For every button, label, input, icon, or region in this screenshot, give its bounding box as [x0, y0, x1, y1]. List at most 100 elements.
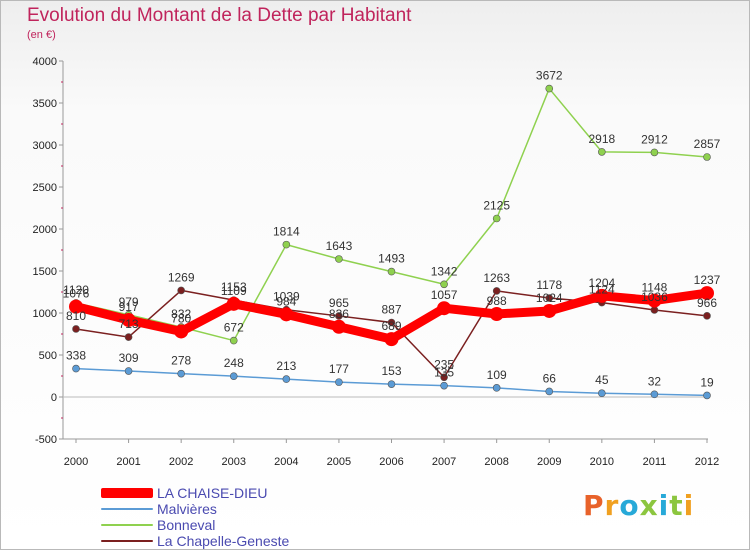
logo-letter: i	[658, 489, 670, 522]
data-point	[598, 389, 606, 398]
data-point	[335, 255, 343, 263]
data-point	[229, 372, 238, 380]
data-label: 45	[595, 373, 609, 387]
y-tick-label: 3500	[33, 98, 57, 110]
data-point	[492, 287, 501, 295]
x-tick-label: 2001	[116, 456, 140, 468]
logo-letter: r	[604, 489, 620, 522]
chart-axes: -500 0 500 1000 1500 2000 2500 3000 3500 4000 2000…	[33, 56, 720, 468]
proxiti-logo: Proxiti	[583, 489, 694, 522]
data-point	[174, 324, 189, 339]
data-point	[492, 384, 501, 392]
data-point	[387, 318, 396, 327]
data-label: 248	[224, 356, 244, 370]
y-tick-label: 2500	[33, 182, 57, 194]
data-label: 3672	[536, 69, 563, 83]
x-tick-label: 2003	[222, 456, 246, 468]
data-point	[440, 280, 448, 289]
logo-letter: P	[583, 489, 605, 522]
data-point	[177, 369, 185, 378]
data-label: 1076	[63, 287, 90, 301]
data-label: 1057	[431, 288, 458, 302]
data-point	[594, 288, 609, 303]
data-label: 832	[171, 307, 191, 321]
legend-item: Malvières	[101, 501, 289, 517]
data-point	[279, 307, 294, 322]
data-point	[489, 307, 504, 322]
data-label: 887	[381, 302, 401, 316]
data-point	[545, 294, 554, 302]
legend-swatch	[101, 488, 153, 498]
data-label: 2918	[588, 132, 615, 146]
data-label: 1204	[588, 276, 615, 290]
data-label: 1493	[378, 252, 405, 266]
data-label: 1178	[536, 278, 562, 292]
data-label: 19	[700, 375, 714, 389]
y-tick-label: 3000	[33, 140, 57, 152]
data-point	[437, 301, 452, 316]
data-point	[335, 378, 343, 386]
data-label: 1036	[641, 290, 668, 304]
data-label: 177	[329, 362, 349, 376]
data-point	[384, 332, 399, 347]
data-label: 235	[434, 357, 454, 371]
x-tick-label: 2000	[64, 456, 88, 468]
data-point	[282, 240, 291, 249]
data-label: 2125	[483, 199, 510, 213]
data-label: 1814	[273, 225, 300, 239]
data-label: 672	[224, 321, 244, 335]
data-point	[69, 299, 83, 314]
data-point	[492, 214, 501, 223]
data-label: 32	[648, 374, 662, 388]
data-label: 2857	[694, 137, 721, 151]
data-point	[226, 296, 241, 311]
data-label: 988	[487, 294, 507, 308]
data-point	[229, 336, 238, 345]
data-label: 1024	[536, 291, 563, 305]
y-tick-label: 0	[51, 392, 57, 404]
legend-item: La Chapelle-Geneste	[101, 533, 289, 549]
data-label: 109	[487, 368, 507, 382]
x-tick-label: 2007	[432, 456, 456, 468]
data-label: 1124	[589, 283, 615, 297]
legend-item: Bonneval	[101, 517, 289, 533]
data-point	[545, 387, 554, 396]
chart-series	[69, 84, 714, 400]
data-label: 1120	[63, 283, 89, 297]
data-label: 338	[66, 349, 86, 363]
data-point	[72, 364, 80, 373]
data-point	[703, 312, 711, 320]
data-point	[703, 153, 711, 161]
x-tick-label: 2005	[327, 456, 351, 468]
y-tick-label: -500	[35, 434, 57, 446]
x-tick-label: 2008	[484, 456, 508, 468]
data-label: 1237	[694, 273, 721, 287]
x-tick-label: 2011	[643, 456, 667, 468]
data-label: 1263	[483, 271, 510, 285]
legend-label: Bonneval	[157, 517, 216, 533]
data-label: 278	[171, 354, 191, 368]
legend-label: LA CHAISE-DIEU	[157, 485, 268, 501]
data-point	[650, 148, 659, 157]
x-tick-label: 2010	[590, 456, 614, 468]
legend-label: La Chapelle-Geneste	[157, 533, 290, 549]
logo-letter: x	[639, 489, 659, 522]
data-label: 1148	[642, 281, 668, 295]
legend-item: LA CHAISE-DIEU	[101, 485, 289, 501]
data-label: 309	[119, 351, 139, 365]
data-point	[177, 286, 185, 295]
data-label: 135	[434, 366, 454, 380]
data-label: 979	[119, 295, 139, 309]
data-point	[124, 333, 133, 341]
data-label: 1342	[431, 264, 458, 278]
data-label: 780	[171, 311, 191, 325]
data-label: 1643	[326, 239, 353, 253]
data-point	[650, 390, 659, 399]
data-point	[545, 84, 554, 93]
data-label: 1039	[273, 290, 300, 304]
data-label: 2912	[641, 132, 668, 146]
data-point	[124, 367, 133, 375]
data-point	[440, 381, 448, 390]
